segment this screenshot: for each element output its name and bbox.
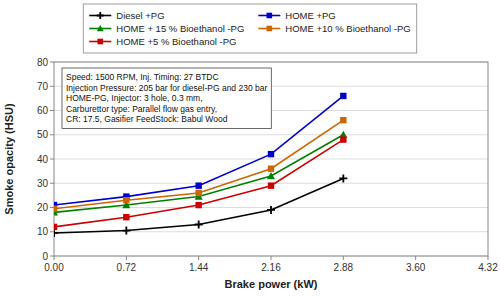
legend-marker bbox=[97, 25, 104, 31]
data-point bbox=[340, 136, 346, 142]
x-tick bbox=[488, 256, 489, 260]
y-tick-label: 30 bbox=[37, 178, 49, 189]
y-tick-label: 0 bbox=[42, 251, 48, 262]
plot-frame bbox=[54, 62, 488, 256]
legend-marker bbox=[97, 12, 104, 19]
y-tick-label: 70 bbox=[37, 81, 49, 92]
y-tick-label: 40 bbox=[37, 154, 49, 165]
y-tick-label: 10 bbox=[37, 226, 49, 237]
x-tick-label: 2.88 bbox=[334, 262, 354, 273]
x-tick-label: 3.60 bbox=[406, 262, 426, 273]
y-tick bbox=[50, 62, 54, 63]
legend-label: HOME +10 % Bioethanol -PG bbox=[285, 23, 410, 34]
series-line bbox=[54, 135, 343, 213]
x-tick-label: 4.32 bbox=[478, 262, 498, 273]
x-axis-label: Brake power (kW) bbox=[225, 278, 318, 290]
x-tick bbox=[415, 256, 416, 260]
x-tick-label: 0.72 bbox=[117, 262, 137, 273]
data-point bbox=[195, 182, 201, 188]
data-point bbox=[339, 174, 347, 182]
x-tick bbox=[343, 256, 344, 260]
data-point bbox=[195, 220, 203, 228]
legend: Diesel +PG HOME +PG HOME + 15 % Bioethanol… bbox=[83, 4, 416, 53]
y-tick bbox=[50, 231, 54, 232]
y-tick bbox=[50, 183, 54, 184]
grid-line bbox=[54, 134, 488, 135]
x-tick bbox=[126, 256, 127, 260]
data-point bbox=[267, 172, 275, 179]
y-tick bbox=[50, 110, 54, 111]
annotation: Speed: 1500 RPM, Inj. Timing: 27 BTDCInj… bbox=[62, 68, 271, 129]
x-tick-label: 0.00 bbox=[44, 262, 64, 273]
data-point bbox=[122, 227, 130, 235]
x-tick bbox=[271, 256, 272, 260]
y-tick-label: 80 bbox=[37, 57, 49, 68]
series-line bbox=[54, 96, 343, 205]
data-point bbox=[268, 182, 274, 188]
series-line bbox=[54, 178, 343, 233]
x-tick bbox=[54, 256, 55, 260]
data-point bbox=[123, 214, 129, 220]
legend-box bbox=[83, 4, 416, 53]
data-point bbox=[54, 224, 57, 230]
grid-line bbox=[54, 159, 488, 160]
data-point bbox=[340, 117, 346, 123]
legend-label: HOME +PG bbox=[285, 10, 335, 21]
annotation-box bbox=[62, 68, 271, 129]
legend-marker bbox=[267, 13, 273, 19]
legend-marker bbox=[97, 39, 103, 45]
annotation-text: Injection Pressure: 205 bar for diesel-P… bbox=[66, 83, 267, 93]
series-line bbox=[54, 140, 343, 227]
legend-marker bbox=[267, 26, 273, 32]
annotation-text: HOME-PG, Injector: 3 hole, 0.3 mm, bbox=[66, 93, 203, 103]
data-point bbox=[268, 151, 274, 157]
grid bbox=[54, 62, 488, 256]
series-group bbox=[54, 93, 347, 237]
x-tick bbox=[198, 256, 199, 260]
y-axis-label: Smoke opacity (HSU) bbox=[3, 103, 15, 215]
y-tick-label: 20 bbox=[37, 202, 49, 213]
x-tick-label: 1.44 bbox=[189, 262, 209, 273]
annotation-text: CR: 17.5, Gasifier FeedStock: Babul Wood bbox=[66, 114, 228, 124]
y-tick bbox=[50, 134, 54, 135]
series-line bbox=[54, 120, 343, 209]
y-tick bbox=[50, 86, 54, 87]
legend-label: HOME + 15 % Bioethanol -PG bbox=[116, 23, 244, 34]
data-point bbox=[267, 206, 275, 214]
y-tick-label: 50 bbox=[37, 129, 49, 140]
annotation-text: Speed: 1500 RPM, Inj. Timing: 27 BTDC bbox=[66, 72, 219, 82]
y-tick-label: 60 bbox=[37, 105, 49, 116]
chart: 0.00 0.72 1.44 2.16 2.88 3.60 4.32 0 10 20 30 40 50 6… bbox=[0, 0, 500, 298]
data-point bbox=[340, 93, 346, 99]
axes: 0.00 0.72 1.44 2.16 2.88 3.60 4.32 0 10 20 30 40 50 6… bbox=[37, 57, 498, 274]
annotation-text: Carburettor type: Parallel flow gas entr… bbox=[66, 104, 217, 114]
y-tick bbox=[50, 256, 54, 257]
data-point bbox=[195, 190, 201, 196]
y-tick bbox=[50, 159, 54, 160]
data-point bbox=[195, 202, 201, 208]
legend-label: Diesel +PG bbox=[116, 10, 164, 21]
legend-label: HOME +5 % Bioethanol -PG bbox=[116, 36, 236, 47]
data-point bbox=[123, 197, 129, 203]
data-point bbox=[268, 166, 274, 172]
data-point bbox=[54, 206, 57, 212]
x-tick-label: 2.16 bbox=[261, 262, 281, 273]
y-tick bbox=[50, 207, 54, 208]
data-point bbox=[54, 229, 58, 237]
